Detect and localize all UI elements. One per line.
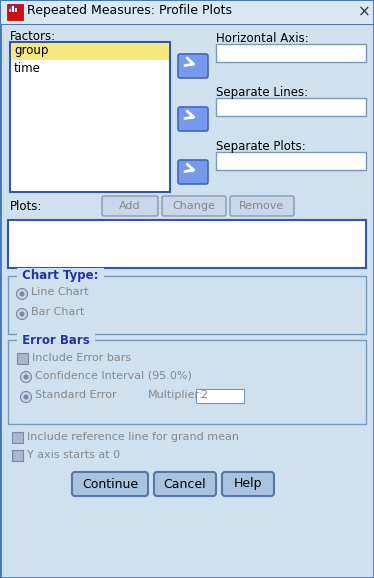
Circle shape (16, 288, 28, 299)
Bar (8, 340, 366, 424)
Text: Separate Lines:: Separate Lines: (216, 86, 308, 99)
Bar (8, 276, 366, 334)
Bar (12, 6, 14, 12)
Circle shape (21, 372, 31, 383)
Text: Multiplier:: Multiplier: (148, 390, 203, 400)
Bar (17, 353, 28, 364)
Text: Change: Change (172, 201, 215, 211)
Bar (15, 8, 17, 12)
Text: time: time (14, 62, 41, 75)
Text: Error Bars: Error Bars (18, 334, 94, 346)
Text: Include Error bars: Include Error bars (32, 353, 131, 363)
Circle shape (16, 309, 28, 320)
Bar (9, 6, 14, 11)
Bar (11, 43, 169, 60)
FancyBboxPatch shape (178, 160, 208, 184)
Text: ×: × (358, 5, 371, 20)
Text: Confidence Interval (95.0%): Confidence Interval (95.0%) (35, 370, 192, 380)
FancyBboxPatch shape (154, 472, 216, 496)
Bar (1, 24, 373, 25)
Text: Horizontal Axis:: Horizontal Axis: (216, 32, 309, 45)
Text: 2: 2 (200, 390, 207, 400)
Bar (7, 4, 23, 20)
FancyBboxPatch shape (72, 472, 148, 496)
FancyBboxPatch shape (222, 472, 274, 496)
Text: Plots:: Plots: (10, 200, 42, 213)
Text: Repeated Measures: Profile Plots: Repeated Measures: Profile Plots (27, 4, 232, 17)
Circle shape (21, 391, 31, 402)
Text: group: group (14, 44, 48, 57)
Text: Separate Plots:: Separate Plots: (216, 140, 306, 153)
Bar (216, 152, 366, 170)
Bar (12, 450, 23, 461)
Text: Factors:: Factors: (10, 30, 56, 43)
Text: Y axis starts at 0: Y axis starts at 0 (27, 450, 120, 460)
Bar (10, 42, 170, 192)
Circle shape (24, 375, 28, 380)
Text: Add: Add (119, 201, 141, 211)
Text: Cancel: Cancel (164, 477, 206, 491)
Text: Bar Chart: Bar Chart (31, 307, 85, 317)
Text: Chart Type:: Chart Type: (18, 269, 102, 283)
FancyBboxPatch shape (102, 196, 158, 216)
Text: Continue: Continue (82, 477, 138, 491)
Bar (216, 98, 366, 116)
Bar (8, 220, 366, 268)
Bar (12, 432, 23, 443)
FancyBboxPatch shape (162, 196, 226, 216)
Bar (1, 1, 373, 25)
Circle shape (19, 312, 25, 317)
FancyBboxPatch shape (230, 196, 294, 216)
FancyBboxPatch shape (178, 107, 208, 131)
Circle shape (24, 395, 28, 399)
Text: Include reference line for grand mean: Include reference line for grand mean (27, 432, 239, 442)
Text: Standard Error: Standard Error (35, 390, 117, 400)
Text: Remove: Remove (239, 201, 285, 211)
Bar (216, 44, 366, 62)
Text: Help: Help (234, 477, 262, 491)
Bar (9, 9, 11, 12)
Circle shape (19, 291, 25, 297)
Bar (196, 389, 244, 403)
Text: Line Chart: Line Chart (31, 287, 89, 297)
FancyBboxPatch shape (178, 54, 208, 78)
